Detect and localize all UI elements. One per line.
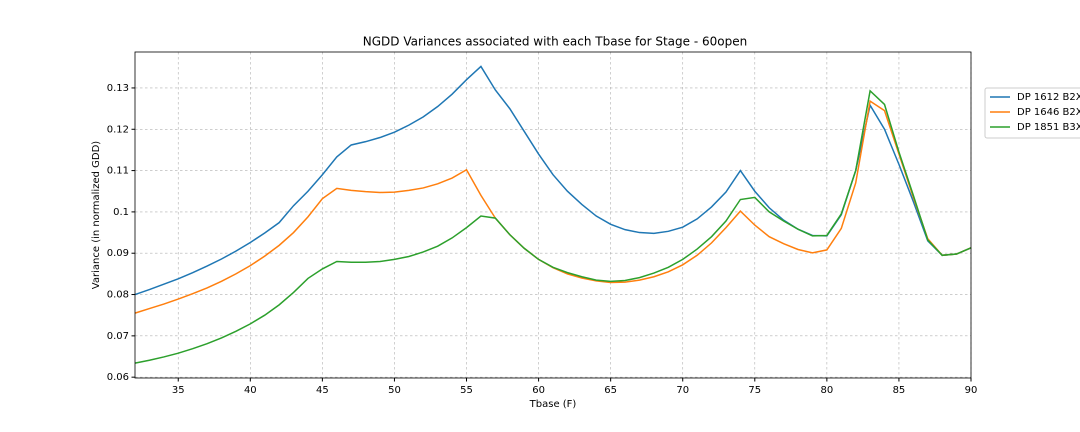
x-tick-label: 75 (748, 385, 761, 396)
legend-label: DP 1646 B2X (1017, 107, 1080, 118)
x-tick-label: 60 (532, 385, 545, 396)
y-tick-label: 0.11 (107, 166, 129, 177)
plot-frame (134, 51, 972, 379)
y-tick-label: 0.07 (107, 331, 129, 342)
x-tick-label: 80 (820, 385, 833, 396)
x-tick-label: 35 (172, 385, 185, 396)
y-tick-label: 0.12 (107, 124, 129, 135)
line-series (134, 99, 972, 314)
chart-title: NGDD Variances associated with each Tbas… (363, 35, 747, 49)
x-tick-label: 50 (388, 385, 401, 396)
x-tick-label: 85 (893, 385, 906, 396)
legend-label: DP 1851 B3X (1017, 122, 1080, 133)
y-tick-label: 0.06 (107, 372, 129, 383)
y-tick-label: 0.13 (107, 83, 129, 94)
x-tick-label: 45 (316, 385, 329, 396)
y-axis-label: Variance (in normalized GDD) (91, 141, 102, 289)
x-tick-label: 55 (460, 385, 473, 396)
legend-label: DP 1612 B2X (1017, 92, 1080, 103)
x-tick-label: 90 (965, 385, 978, 396)
line-series (134, 65, 972, 296)
x-tick-label: 70 (676, 385, 689, 396)
y-tick-label: 0.09 (107, 248, 129, 259)
y-tick-label: 0.1 (113, 207, 129, 218)
x-axis-label: Tbase (F) (529, 399, 577, 410)
line-series (134, 89, 972, 364)
x-tick-label: 65 (604, 385, 617, 396)
x-tick-label: 40 (244, 385, 257, 396)
legend-box (984, 87, 1080, 139)
y-tick-label: 0.08 (107, 290, 129, 301)
